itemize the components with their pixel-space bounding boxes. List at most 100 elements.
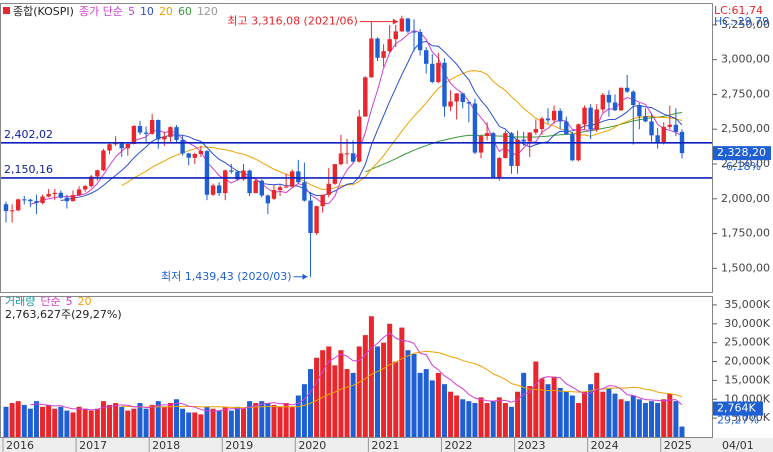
candle-body <box>454 93 459 102</box>
candle-body <box>588 107 593 130</box>
annotation-arrowhead <box>392 18 398 25</box>
candle-body <box>107 144 112 151</box>
volume-bar <box>40 406 46 437</box>
y-tick-label: 2,250,00 <box>721 157 770 170</box>
legend-box <box>3 7 10 14</box>
candle-body <box>186 153 191 158</box>
x-tick-label: 2022 <box>444 439 472 452</box>
volume-bar <box>612 393 618 437</box>
candle-body <box>472 103 478 153</box>
candle-body <box>308 200 313 234</box>
volume-bar <box>448 391 454 437</box>
x-tick-label: 2021 <box>371 439 399 452</box>
volume-bar <box>441 384 447 437</box>
candle-body <box>180 139 185 154</box>
volume-bar <box>241 408 247 437</box>
candle-body <box>430 63 435 83</box>
volume-bar <box>295 395 301 437</box>
volume-bar <box>618 399 624 437</box>
volume-bar <box>582 391 588 437</box>
volume-bar <box>58 406 64 437</box>
volume-bar <box>381 342 387 437</box>
candle-body <box>192 153 197 158</box>
candle-body <box>466 102 472 104</box>
candle-body <box>393 31 398 40</box>
lc-label: LC:61,74 <box>714 4 763 17</box>
y-tick-label: 3,250,00 <box>721 18 770 31</box>
candle-body <box>210 185 216 195</box>
y-tick-label: 1,500,00 <box>721 261 770 274</box>
candle-body <box>259 180 264 196</box>
x-tick-label: 2016 <box>6 439 34 452</box>
volume-bar <box>575 403 581 437</box>
volume-bar <box>113 403 119 437</box>
volume-bar <box>563 391 569 437</box>
y-tick-label: 30,000K <box>724 317 770 330</box>
legend-label: 종가 단순 <box>79 5 123 18</box>
candle-body <box>229 170 234 172</box>
y-tick-label: 2,750,00 <box>721 87 770 100</box>
volume-bar <box>3 406 9 437</box>
candle-body <box>3 204 9 212</box>
candle-body <box>570 134 575 161</box>
volume-bar <box>143 408 149 437</box>
volume-bar <box>642 403 648 437</box>
last-price-label: 2,328,20 <box>717 146 766 159</box>
candle-body <box>271 190 277 199</box>
volume-bar <box>557 387 563 437</box>
volume-bar <box>107 404 113 437</box>
volume-bar <box>484 403 490 437</box>
volume-bar <box>588 384 594 437</box>
volume-bar <box>344 369 350 437</box>
legend-entry: 20 <box>78 295 92 308</box>
volume-bar <box>423 369 429 437</box>
volume-bar <box>478 397 484 437</box>
volume-bar <box>539 378 545 437</box>
volume-bar <box>174 399 180 437</box>
candle-body <box>509 133 514 166</box>
candle-body <box>424 50 429 64</box>
volume-moving-average <box>30 332 683 412</box>
volume-bar <box>149 404 155 437</box>
volume-bar <box>277 406 283 437</box>
candle-body <box>363 77 368 117</box>
volume-bar <box>155 401 161 437</box>
candle-body <box>637 105 642 117</box>
candle-body <box>162 136 167 140</box>
candle-body <box>125 143 130 149</box>
candle-body <box>649 121 654 136</box>
candle-body <box>156 120 161 140</box>
moving-average <box>121 70 683 190</box>
volume-bar <box>393 361 399 437</box>
x-axis-strip <box>0 438 773 452</box>
candle-body <box>357 116 362 162</box>
volume-bar <box>667 393 673 437</box>
candle-body <box>9 210 15 212</box>
volume-panel <box>0 296 713 438</box>
volume-bar <box>320 350 326 437</box>
candle-body <box>15 199 21 211</box>
volume-bar <box>466 401 472 437</box>
volume-bar <box>271 404 277 437</box>
volume-bar <box>289 406 295 437</box>
y-tick-label: 2,500,00 <box>721 122 770 135</box>
candle-body <box>137 126 143 133</box>
volume-bar <box>228 410 234 437</box>
volume-bar <box>600 391 606 437</box>
candle-body <box>22 199 27 201</box>
candle-body <box>82 186 88 190</box>
legend-entry: 5 <box>128 5 135 18</box>
volume-bar <box>234 406 240 437</box>
volume-bar <box>283 403 289 437</box>
volume-bar <box>192 412 198 437</box>
candle-body <box>527 132 532 142</box>
volume-bar <box>210 408 216 437</box>
volume-bar <box>551 376 557 437</box>
volume-bar <box>399 327 405 437</box>
volume-bar <box>100 401 106 437</box>
candle-body <box>76 189 82 196</box>
y-tick-label: 15,000K <box>724 373 770 386</box>
candle-body <box>533 129 539 133</box>
candle-body <box>58 192 64 198</box>
